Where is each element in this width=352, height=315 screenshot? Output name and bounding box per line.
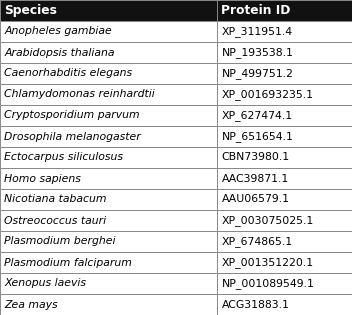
Bar bbox=[0, 147, 217, 168]
Bar bbox=[217, 105, 352, 126]
Text: XP_001351220.1: XP_001351220.1 bbox=[221, 257, 314, 268]
Text: Zea mays: Zea mays bbox=[4, 300, 58, 310]
Text: Chlamydomonas reinhardtii: Chlamydomonas reinhardtii bbox=[4, 89, 155, 100]
Bar bbox=[217, 42, 352, 63]
Text: Plasmodium falciparum: Plasmodium falciparum bbox=[4, 257, 132, 267]
Text: Nicotiana tabacum: Nicotiana tabacum bbox=[4, 194, 107, 204]
Text: Ectocarpus siliculosus: Ectocarpus siliculosus bbox=[4, 152, 123, 163]
Bar bbox=[217, 231, 352, 252]
Text: XP_003075025.1: XP_003075025.1 bbox=[221, 215, 314, 226]
Text: XP_627474.1: XP_627474.1 bbox=[221, 110, 293, 121]
Text: Protein ID: Protein ID bbox=[221, 4, 291, 17]
Bar bbox=[0, 21, 217, 42]
Text: NP_001089549.1: NP_001089549.1 bbox=[221, 278, 314, 289]
Bar bbox=[0, 189, 217, 210]
Bar bbox=[217, 210, 352, 231]
Bar bbox=[217, 21, 352, 42]
Text: Arabidopsis thaliana: Arabidopsis thaliana bbox=[4, 48, 115, 58]
Bar bbox=[0, 0, 217, 21]
Text: XP_311951.4: XP_311951.4 bbox=[221, 26, 293, 37]
Bar bbox=[0, 168, 217, 189]
Bar bbox=[0, 210, 217, 231]
Bar bbox=[217, 126, 352, 147]
Bar bbox=[217, 273, 352, 294]
Text: NP_193538.1: NP_193538.1 bbox=[221, 47, 293, 58]
Text: Ostreococcus tauri: Ostreococcus tauri bbox=[4, 215, 106, 226]
Text: Species: Species bbox=[4, 4, 57, 17]
Bar bbox=[217, 252, 352, 273]
Bar bbox=[0, 84, 217, 105]
Bar bbox=[0, 105, 217, 126]
Text: Plasmodium berghei: Plasmodium berghei bbox=[4, 237, 116, 247]
Text: Homo sapiens: Homo sapiens bbox=[4, 174, 81, 184]
Text: ACG31883.1: ACG31883.1 bbox=[221, 300, 289, 310]
Bar bbox=[0, 63, 217, 84]
Bar bbox=[217, 168, 352, 189]
Text: Drosophila melanogaster: Drosophila melanogaster bbox=[4, 131, 141, 141]
Bar bbox=[0, 126, 217, 147]
Text: Caenorhabditis elegans: Caenorhabditis elegans bbox=[4, 68, 132, 78]
Text: NP_651654.1: NP_651654.1 bbox=[221, 131, 293, 142]
Text: AAU06579.1: AAU06579.1 bbox=[221, 194, 289, 204]
Text: Cryptosporidium parvum: Cryptosporidium parvum bbox=[4, 111, 140, 121]
Bar bbox=[217, 294, 352, 315]
Bar bbox=[0, 231, 217, 252]
Bar bbox=[0, 252, 217, 273]
Bar bbox=[217, 84, 352, 105]
Text: XP_674865.1: XP_674865.1 bbox=[221, 236, 293, 247]
Bar bbox=[217, 189, 352, 210]
Bar bbox=[0, 294, 217, 315]
Text: CBN73980.1: CBN73980.1 bbox=[221, 152, 290, 163]
Bar bbox=[217, 0, 352, 21]
Text: Anopheles gambiae: Anopheles gambiae bbox=[4, 26, 112, 37]
Text: XP_001693235.1: XP_001693235.1 bbox=[221, 89, 313, 100]
Bar bbox=[0, 273, 217, 294]
Text: AAC39871.1: AAC39871.1 bbox=[221, 174, 289, 184]
Text: Xenopus laevis: Xenopus laevis bbox=[4, 278, 86, 289]
Text: NP_499751.2: NP_499751.2 bbox=[221, 68, 293, 79]
Bar bbox=[0, 42, 217, 63]
Bar bbox=[217, 63, 352, 84]
Bar bbox=[217, 147, 352, 168]
